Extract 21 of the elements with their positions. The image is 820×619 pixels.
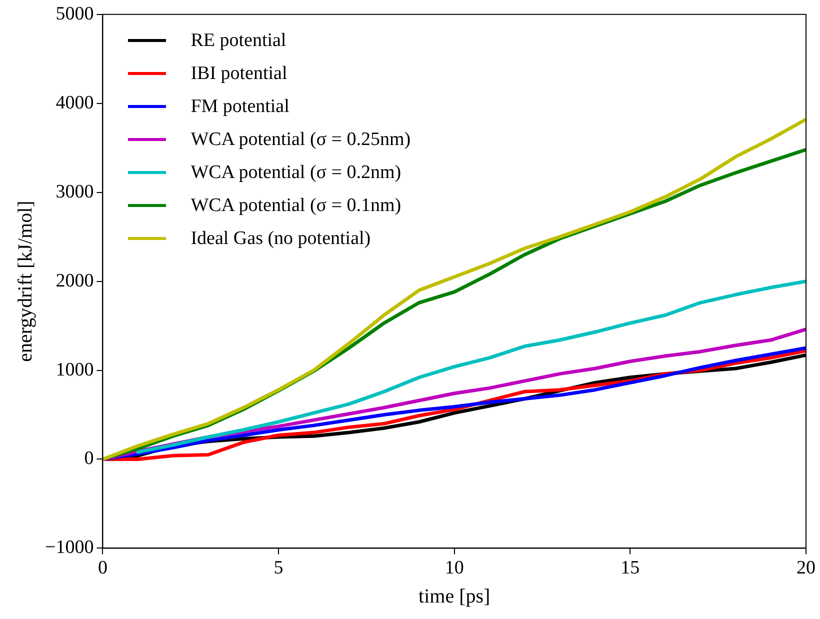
y-tick-label: −1000 (44, 537, 94, 558)
x-tick-label: 10 (444, 558, 464, 579)
legend-label: Ideal Gas (no potential) (190, 228, 371, 250)
y-tick-label: 1000 (56, 359, 94, 380)
y-tick-label: 0 (84, 448, 94, 470)
legend-label: RE potential (190, 30, 286, 52)
x-tick-label: 0 (98, 558, 108, 579)
y-tick-label: 4000 (56, 92, 94, 114)
y-tick-label: 5000 (56, 3, 94, 24)
legend-label: IBI potential (190, 62, 288, 85)
legend-label: FM potential (190, 96, 290, 118)
y-tick-label: 3000 (56, 181, 94, 202)
legend-label: WCA potential (σ = 0.1nm) (190, 194, 402, 217)
x-tick-label: 5 (274, 558, 284, 579)
y-axis-title: energydrift [kJ/mol] (14, 200, 36, 362)
legend-label: WCA potential (σ = 0.25nm) (190, 128, 411, 151)
x-tick-label: 15 (620, 558, 640, 579)
x-tick-label: 20 (796, 558, 816, 579)
y-tick-label: 2000 (56, 270, 94, 292)
x-axis-title: time [ps] (418, 585, 490, 608)
legend-label: WCA potential (σ = 0.2nm) (190, 162, 402, 184)
